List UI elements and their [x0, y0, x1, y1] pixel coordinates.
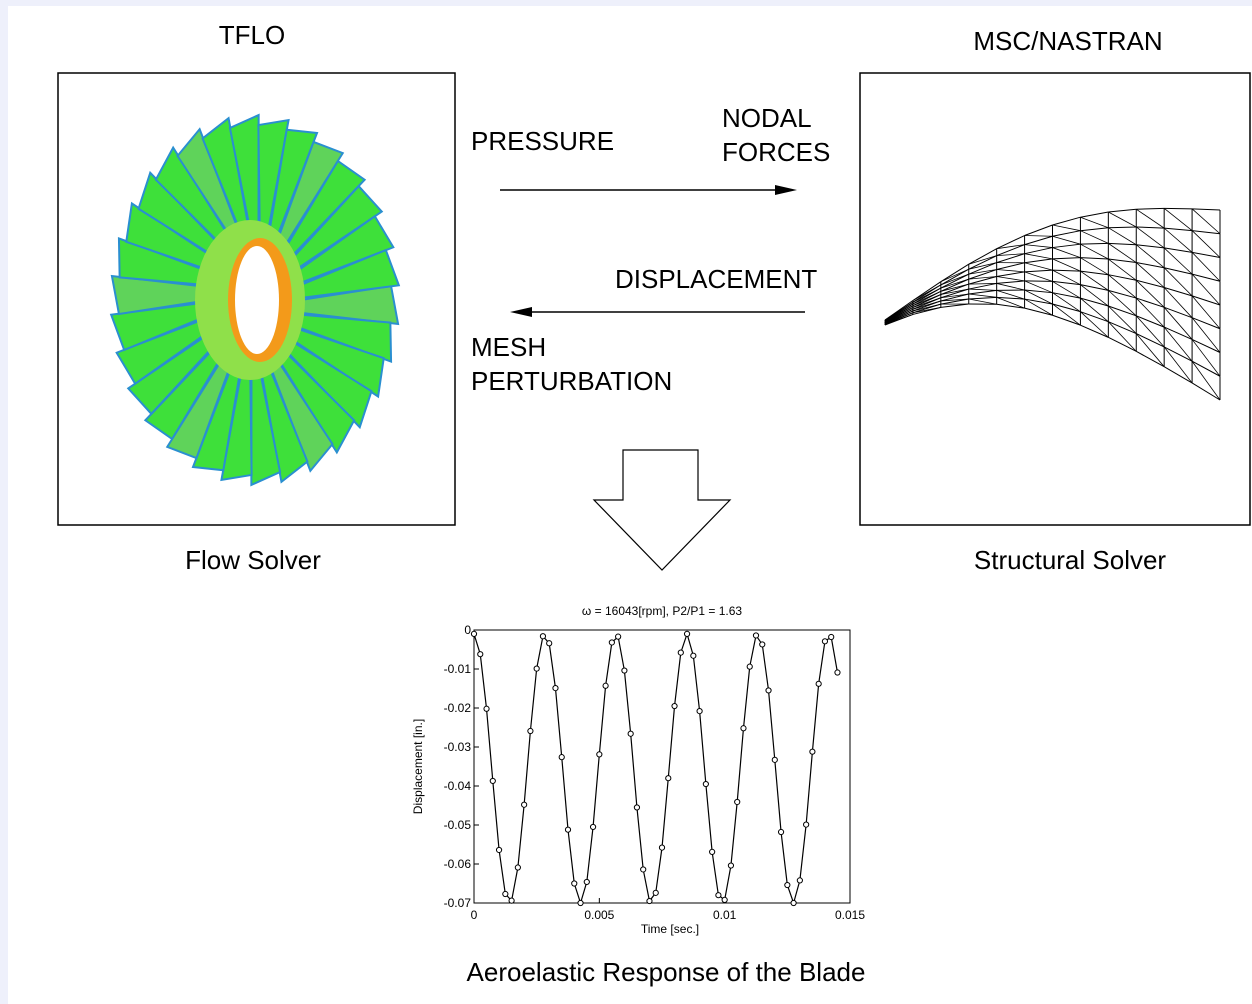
point [622, 668, 627, 673]
node-title: TFLO [219, 20, 285, 50]
point [540, 634, 545, 639]
point [578, 900, 583, 905]
y-tick-label: -0.05 [444, 818, 472, 832]
point [528, 728, 533, 733]
point [647, 898, 652, 903]
point [791, 900, 796, 905]
point [753, 633, 758, 638]
y-tick-label: -0.04 [444, 779, 472, 793]
point [509, 898, 514, 903]
point [603, 683, 608, 688]
point [672, 703, 677, 708]
point [590, 824, 595, 829]
edge-label: MESH [471, 332, 546, 362]
point [835, 670, 840, 675]
point [691, 653, 696, 658]
y-tick-label: -0.01 [444, 662, 472, 676]
point [710, 849, 715, 854]
point [515, 865, 520, 870]
y-tick-label: -0.06 [444, 857, 472, 871]
edge-label: PERTURBATION [471, 366, 672, 396]
point [653, 890, 658, 895]
point [496, 847, 501, 852]
point [634, 805, 639, 810]
point [785, 882, 790, 887]
y-axis-label: Displacement [in.] [411, 719, 425, 814]
point [471, 631, 476, 636]
point [747, 664, 752, 669]
x-axis-label: Time [sec.] [641, 922, 699, 936]
point [522, 802, 527, 807]
node-caption: Structural Solver [974, 545, 1167, 575]
node-title: MSC/NASTRAN [973, 26, 1162, 56]
point [534, 666, 539, 671]
point [659, 845, 664, 850]
point [572, 881, 577, 886]
x-tick-label: 0 [471, 908, 478, 922]
point [760, 642, 765, 647]
x-tick-label: 0.005 [584, 908, 614, 922]
point [810, 749, 815, 754]
point [478, 652, 483, 657]
point [829, 634, 834, 639]
point [678, 650, 683, 655]
point [778, 829, 783, 834]
point [490, 778, 495, 783]
point [797, 878, 802, 883]
point [716, 893, 721, 898]
page: TFLO MSC/NASTRAN Flow Solver Structural … [0, 0, 1252, 1004]
edge-label: DISPLACEMENT [615, 264, 817, 294]
point [703, 781, 708, 786]
mesh-line [1108, 227, 1136, 228]
node-caption: Flow Solver [185, 545, 321, 575]
point [484, 706, 489, 711]
point [766, 688, 771, 693]
chart-title: ω = 16043[rpm], P2/P1 = 1.63 [582, 604, 742, 618]
x-tick-label: 0.015 [835, 908, 865, 922]
y-tick-label: -0.03 [444, 740, 472, 754]
point [616, 634, 621, 639]
point [741, 726, 746, 731]
point [722, 897, 727, 902]
point [641, 867, 646, 872]
y-tick-label: -0.02 [444, 701, 472, 715]
diagram: TFLO MSC/NASTRAN Flow Solver Structural … [0, 0, 1252, 1004]
y-tick-label: -0.07 [444, 896, 472, 910]
point [553, 686, 558, 691]
edge-label: FORCES [722, 137, 830, 167]
point [728, 863, 733, 868]
edge-label: PRESSURE [471, 126, 614, 156]
x-tick-label: 0.01 [713, 908, 737, 922]
point [697, 709, 702, 714]
point [772, 757, 777, 762]
result-caption: Aeroelastic Response of the Blade [467, 957, 866, 987]
point [584, 879, 589, 884]
point [547, 641, 552, 646]
point [816, 681, 821, 686]
point [559, 755, 564, 760]
point [804, 822, 809, 827]
point [666, 776, 671, 781]
point [565, 827, 570, 832]
y-tick-label: 0 [464, 623, 471, 637]
point [503, 891, 508, 896]
point [628, 731, 633, 736]
point [609, 640, 614, 645]
point [822, 639, 827, 644]
edge-label: NODAL [722, 103, 812, 133]
point [597, 752, 602, 757]
hub-hole [235, 246, 279, 354]
point [684, 631, 689, 636]
point [735, 799, 740, 804]
